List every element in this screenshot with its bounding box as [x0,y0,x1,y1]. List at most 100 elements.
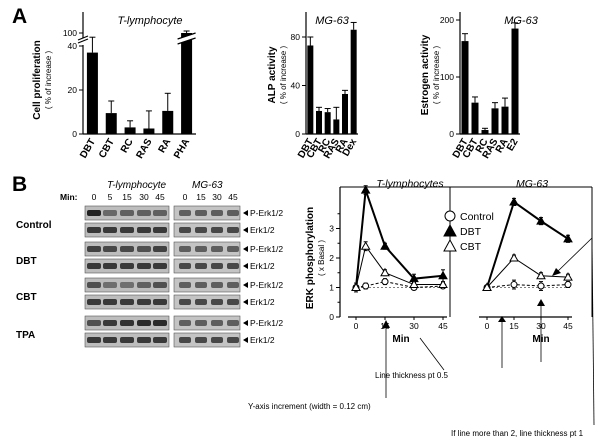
blot-band [120,320,134,326]
bar3-bar-DBT [461,41,469,135]
bar3-bar-RC [481,130,489,134]
blot-row-label: TPA [16,330,35,341]
blot-band [195,246,207,252]
bar3-ytick-label: 100 [440,72,454,82]
blot-band-label: P-Erk1/2 [250,244,283,254]
bar2-title: MG-63 [315,15,350,27]
blot-band [211,299,223,305]
bar1-ylabel-sub: ( % of increase ) [44,51,53,110]
blot-lane-label-mg: 0 [183,192,188,202]
blot-band [179,320,191,326]
blot-band [103,337,117,343]
annotation-arrowhead [537,299,545,306]
blot-band [120,337,134,343]
erk-point-DBT [509,196,519,206]
blot-row-label: DBT [16,256,37,267]
blot-row-label: Control [16,220,52,231]
blot-band [153,263,167,269]
erk-point-DBT [360,185,371,194]
blot-band [227,246,239,252]
blot-band-label: P-Erk1/2 [250,280,283,290]
blot-band-label: Erk1/2 [250,261,275,271]
erk-ytick-label: 1 [329,283,334,293]
blot-band [153,210,167,216]
blot-band [179,246,191,252]
blot-band [137,337,151,343]
bar2-ylabel-sub: ( % of increase ) [279,46,288,105]
bar2-ytick-label: 80 [291,32,301,42]
blot-band [179,263,191,269]
blot-band-label: Erk1/2 [250,297,275,307]
annotation-pointer [591,237,595,426]
bar2-ytick-label: 40 [291,81,301,91]
blot-band [103,282,117,288]
erk-series-line-Control [486,284,569,288]
blot-band [195,210,207,216]
blot-band [227,282,239,288]
blot-band [87,320,101,326]
blot-band [153,337,167,343]
erk-point-CBT [482,282,492,291]
erk-point-Control [564,281,572,289]
erk-xtick-label: 45 [563,321,573,331]
bar3-ytick-label: 0 [449,129,454,139]
blot-band-label: P-Erk1/2 [250,318,283,328]
blot-band [179,210,191,216]
erk-xlabel-t: Min [392,334,409,345]
blot-band-label: P-Erk1/2 [250,208,283,218]
blot-band [137,299,151,305]
annotation-pointer [555,237,593,274]
blot-arrow-icon [243,282,248,288]
blot-lane-label-t: 5 [108,192,113,202]
bar1-xtick-label: RAS [134,137,154,161]
erk-xtick-label: 45 [438,321,448,331]
blot-band [137,210,151,216]
bar1-break-gap [177,33,196,44]
blot-band [227,210,239,216]
erk-point-Control [537,282,545,290]
blot-band [87,227,101,233]
blot-min-label: Min: [60,192,78,202]
blot-band [153,227,167,233]
blot-band [87,246,101,252]
blot-band [87,263,101,269]
erk-point-Control [381,278,389,286]
bar2-bar-Dex [350,29,357,135]
blot-band [87,282,101,288]
erk-ylabel: ERK phosphorylation [305,207,316,309]
erk-series-line-CBT [486,257,569,288]
blot-band [103,320,117,326]
blot-band [195,337,207,343]
erk-legend-marker-Control [444,210,456,222]
erk-point-CBT [360,241,371,250]
blot-row-label: CBT [16,292,37,303]
blot-band [211,263,223,269]
blot-band-label: Erk1/2 [250,225,275,235]
erk-point-Control [510,281,518,289]
bar3-ylabel: Estrogen activity [420,34,431,115]
blot-lane-label-t: 30 [139,192,149,202]
annotation-pointer [419,337,445,371]
blot-band [211,210,223,216]
erk-legend-label: Control [460,211,494,223]
blot-arrow-icon [243,263,248,269]
blot-band [87,299,101,305]
annotation-arrowhead [552,268,561,276]
bar1-title: T-lymphocyte [117,15,182,27]
blot-band [195,299,207,305]
annotation-y-increment: Y-axis increment (width = 0.12 cm) [248,402,371,411]
bar2-bar-CBT [316,110,322,134]
annotation-arrowhead [498,316,506,322]
blot-arrow-icon [243,337,248,343]
erk-legend-marker-CBT [443,238,457,252]
bar1-ytick-label: 0 [72,129,77,139]
erk-legend-marker-DBT [443,223,457,237]
blot-band [120,299,134,305]
blot-band [211,282,223,288]
blot-col-title-t: T-lymphocyte [107,180,167,191]
bar1-bar-RA [162,110,174,134]
erk-series-line-DBT [355,189,444,288]
bar1-ytick-label: 20 [68,85,78,95]
blot-band [103,263,117,269]
